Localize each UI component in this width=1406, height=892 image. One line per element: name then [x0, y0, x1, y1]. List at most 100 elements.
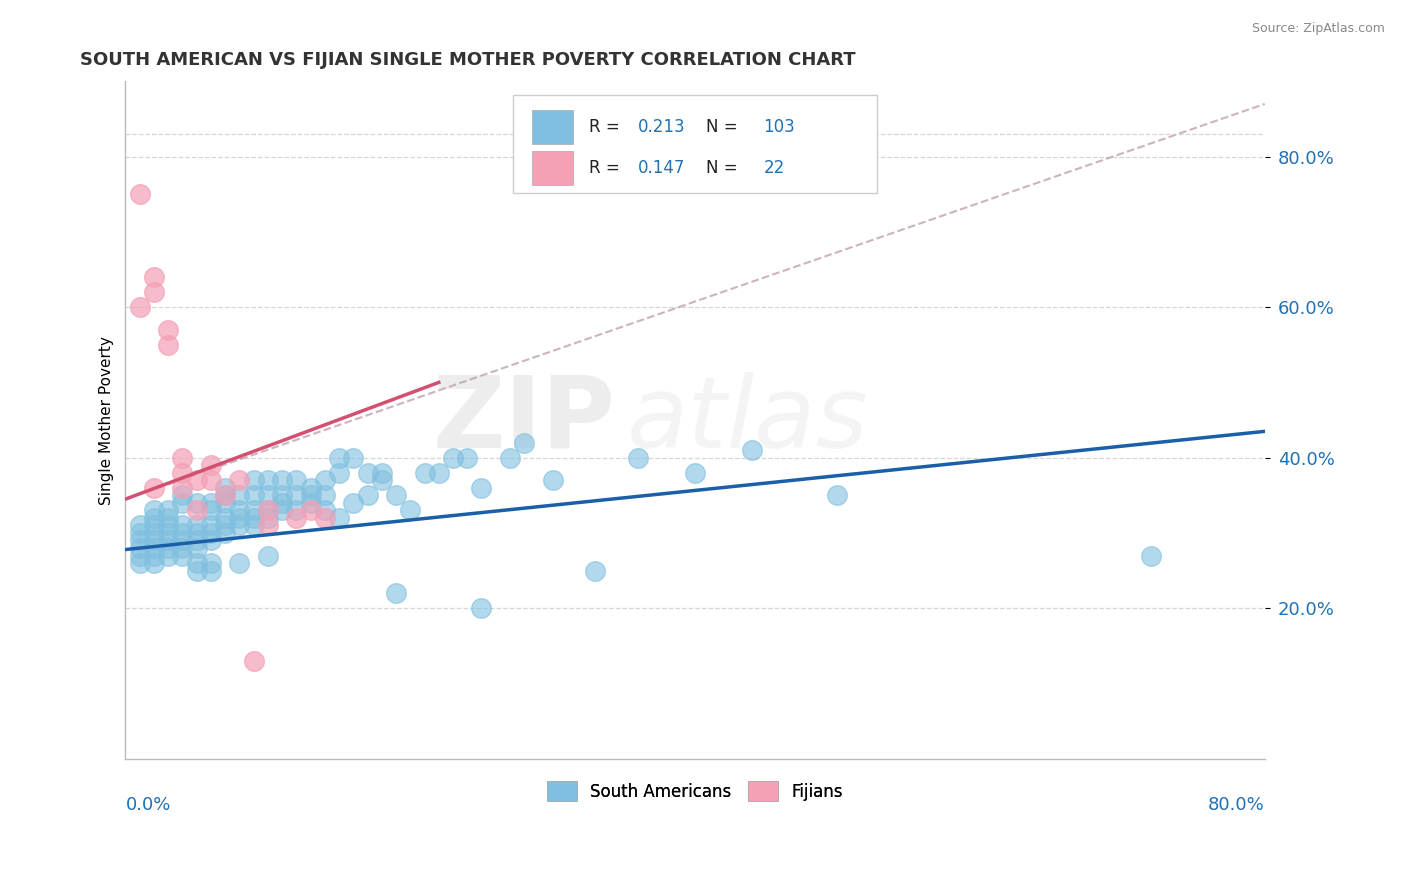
Point [214, 488, 236, 502]
Point [257, 503, 280, 517]
Point [285, 511, 308, 525]
Point [172, 488, 194, 502]
Point [314, 473, 336, 487]
Point [627, 450, 650, 465]
Text: ZIP: ZIP [433, 372, 616, 468]
Point [214, 488, 236, 502]
Point [441, 450, 464, 465]
Point [128, 187, 150, 202]
Point [172, 518, 194, 533]
Point [142, 549, 165, 563]
Point [470, 601, 492, 615]
Point [583, 564, 606, 578]
Point [328, 450, 350, 465]
Point [142, 541, 165, 555]
Point [157, 549, 180, 563]
Point [271, 503, 294, 517]
Point [385, 586, 408, 600]
Text: 0.0%: 0.0% [125, 796, 172, 814]
Text: 80.0%: 80.0% [1208, 796, 1264, 814]
Text: 22: 22 [763, 159, 785, 177]
Point [271, 496, 294, 510]
Point [242, 511, 264, 525]
Y-axis label: Single Mother Poverty: Single Mother Poverty [100, 335, 114, 505]
Point [172, 533, 194, 548]
Point [741, 443, 763, 458]
Point [172, 466, 194, 480]
Point [285, 473, 308, 487]
Point [228, 518, 250, 533]
Point [385, 488, 408, 502]
Point [328, 466, 350, 480]
Point [356, 466, 378, 480]
Point [157, 518, 180, 533]
Point [128, 533, 150, 548]
Point [172, 541, 194, 555]
Point [200, 458, 222, 473]
Point [427, 466, 450, 480]
Point [128, 556, 150, 570]
Legend: South Americans, Fijians: South Americans, Fijians [540, 774, 849, 808]
Point [142, 481, 165, 495]
Point [541, 473, 564, 487]
Point [299, 481, 322, 495]
Point [128, 541, 150, 555]
Point [142, 285, 165, 299]
Point [157, 533, 180, 548]
Point [214, 518, 236, 533]
Point [228, 556, 250, 570]
Point [371, 473, 394, 487]
Point [128, 518, 150, 533]
Point [257, 549, 280, 563]
Point [128, 549, 150, 563]
Point [299, 488, 322, 502]
Point [157, 503, 180, 517]
Point [186, 518, 208, 533]
FancyBboxPatch shape [533, 111, 574, 145]
Point [186, 556, 208, 570]
Point [328, 511, 350, 525]
Point [342, 450, 364, 465]
Point [242, 518, 264, 533]
Point [399, 503, 422, 517]
Point [186, 473, 208, 487]
Point [214, 481, 236, 495]
Point [228, 503, 250, 517]
Point [513, 435, 536, 450]
Point [228, 488, 250, 502]
Point [214, 496, 236, 510]
Point [214, 526, 236, 541]
Point [242, 503, 264, 517]
Point [827, 488, 849, 502]
Point [271, 488, 294, 502]
Point [314, 503, 336, 517]
Point [172, 526, 194, 541]
Point [257, 511, 280, 525]
Point [314, 511, 336, 525]
Point [186, 496, 208, 510]
Text: 0.147: 0.147 [638, 159, 686, 177]
Point [172, 496, 194, 510]
Point [242, 473, 264, 487]
Point [271, 473, 294, 487]
Point [142, 526, 165, 541]
Point [299, 503, 322, 517]
Point [157, 541, 180, 555]
Point [186, 526, 208, 541]
Point [200, 533, 222, 548]
Point [142, 518, 165, 533]
Point [470, 481, 492, 495]
Point [1139, 549, 1161, 563]
Point [186, 503, 208, 517]
Text: Source: ZipAtlas.com: Source: ZipAtlas.com [1251, 22, 1385, 36]
Point [142, 556, 165, 570]
Point [172, 481, 194, 495]
Point [200, 556, 222, 570]
Point [413, 466, 436, 480]
Point [257, 518, 280, 533]
Text: N =: N = [706, 119, 738, 136]
Point [299, 496, 322, 510]
FancyBboxPatch shape [533, 151, 574, 185]
Point [157, 323, 180, 337]
Point [142, 270, 165, 285]
